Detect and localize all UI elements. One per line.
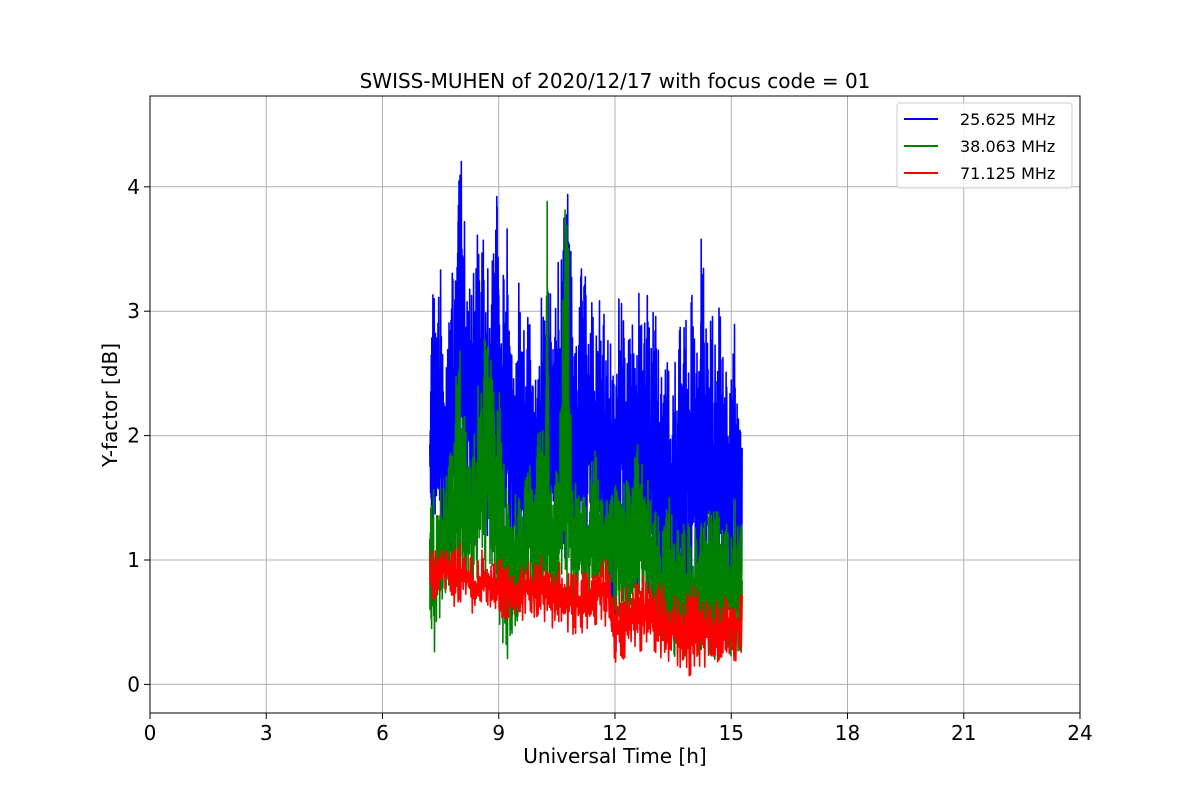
series-line xyxy=(429,160,743,652)
y-tick-label: 4 xyxy=(127,175,140,199)
x-tick-label: 15 xyxy=(719,721,744,745)
y-tick-label: 0 xyxy=(127,672,140,696)
x-tick-label: 12 xyxy=(602,721,627,745)
legend-entry: 38.063 MHz xyxy=(960,137,1055,156)
y-tick-label: 3 xyxy=(127,299,140,323)
x-tick-label: 0 xyxy=(144,721,157,745)
legend-entry: 71.125 MHz xyxy=(960,164,1055,183)
x-tick-label: 9 xyxy=(492,721,505,745)
legend: 25.625 MHz 38.063 MHz 71.125 MHz xyxy=(896,102,1073,189)
legend-box xyxy=(896,102,1073,189)
series-line xyxy=(429,541,743,677)
x-tick-label: 3 xyxy=(260,721,273,745)
series-line xyxy=(429,200,743,660)
x-tick-label: 6 xyxy=(376,721,389,745)
x-tick-label: 21 xyxy=(951,721,976,745)
chart-title: SWISS-MUHEN of 2020/12/17 with focus cod… xyxy=(360,69,871,93)
legend-entry: 25.625 MHz xyxy=(960,110,1055,129)
x-axis-label: Universal Time [h] xyxy=(523,744,706,768)
y-tick-label: 2 xyxy=(127,424,140,448)
y-tick-label: 1 xyxy=(127,548,140,572)
series-layer xyxy=(429,160,743,677)
x-tick-label: 18 xyxy=(835,721,860,745)
y-axis-label: Y-factor [dB] xyxy=(98,343,122,468)
x-tick-label: 24 xyxy=(1067,721,1092,745)
